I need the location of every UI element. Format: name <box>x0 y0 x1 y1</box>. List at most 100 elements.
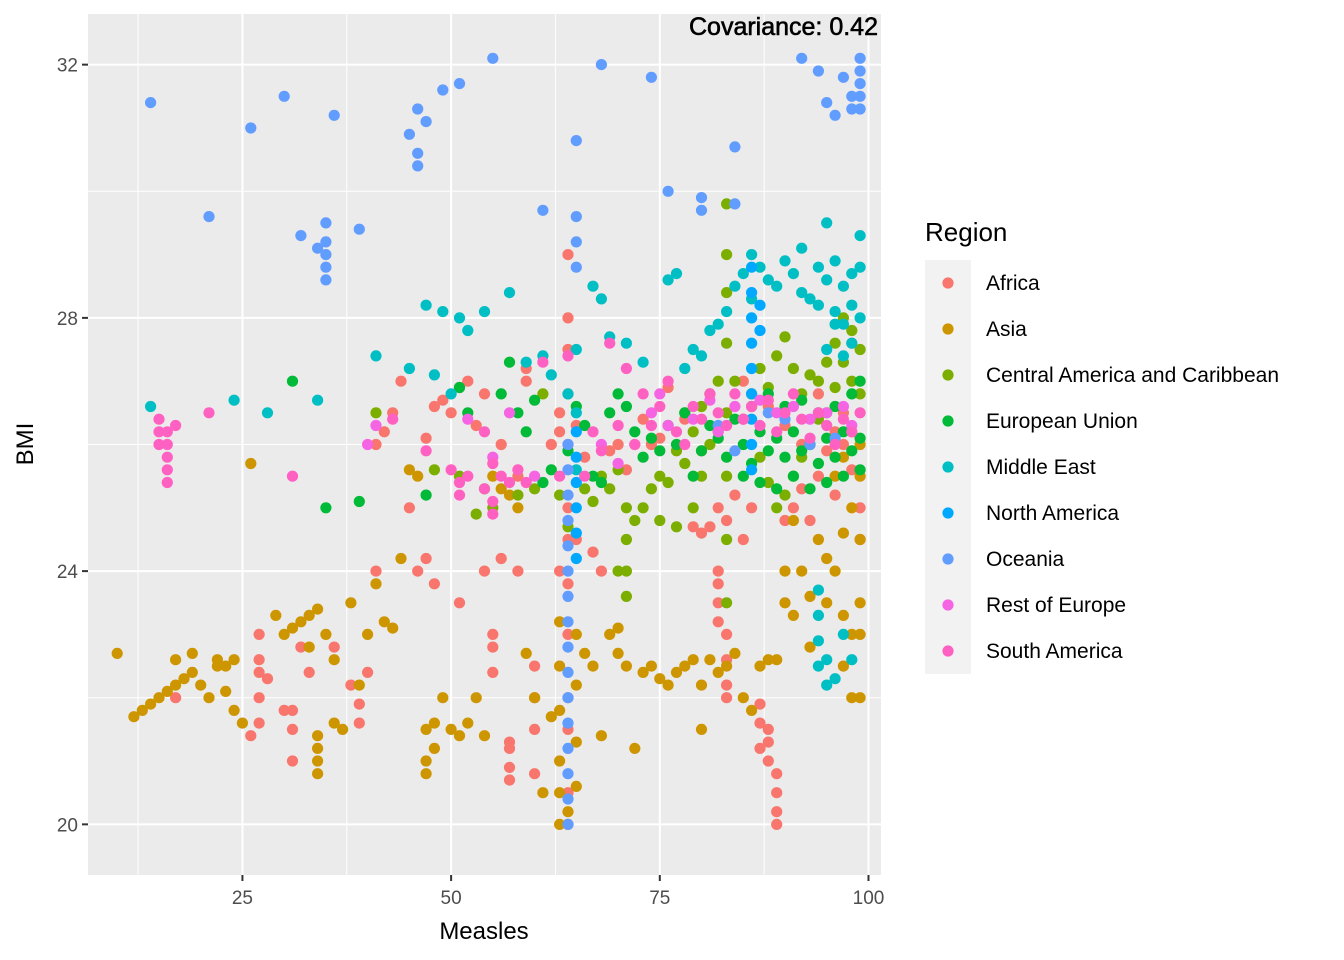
data-point <box>537 356 549 368</box>
data-point <box>821 407 833 419</box>
data-point <box>228 394 240 406</box>
data-point <box>295 230 307 242</box>
data-point <box>453 730 466 742</box>
data-point <box>812 299 825 311</box>
data-point <box>245 122 257 134</box>
data-point <box>837 451 850 463</box>
data-point <box>837 71 850 83</box>
legend-key <box>942 599 954 611</box>
data-point <box>529 692 541 704</box>
data-point <box>721 419 733 432</box>
data-point <box>520 476 532 489</box>
data-point <box>570 552 582 565</box>
data-point <box>562 350 574 362</box>
data-point <box>771 787 783 799</box>
data-point <box>837 609 850 622</box>
data-point <box>804 590 816 603</box>
data-point <box>562 616 574 628</box>
data-point <box>746 388 758 400</box>
data-point <box>687 470 699 482</box>
data-point <box>729 198 741 210</box>
data-point <box>721 660 733 672</box>
data-point <box>161 464 173 476</box>
data-point <box>370 438 382 451</box>
data-point <box>286 723 299 736</box>
data-point <box>604 628 616 641</box>
data-point <box>370 419 382 432</box>
data-point <box>587 660 599 672</box>
data-point <box>261 407 274 419</box>
grid-major <box>88 14 881 875</box>
data-point <box>687 413 699 425</box>
data-point <box>554 470 566 482</box>
data-point <box>220 660 232 672</box>
data-point <box>695 204 708 216</box>
data-point <box>854 407 866 419</box>
data-point <box>620 565 633 577</box>
data-point <box>629 742 641 755</box>
data-point <box>595 476 608 489</box>
data-point <box>153 426 165 438</box>
data-point <box>796 445 808 457</box>
data-point <box>570 476 582 489</box>
data-point <box>712 578 724 590</box>
data-point <box>787 400 800 413</box>
data-point <box>679 438 691 451</box>
data-point <box>645 419 658 432</box>
data-point <box>545 438 557 451</box>
data-point <box>453 381 466 394</box>
y-tick-label: 28 <box>57 309 78 330</box>
data-point <box>437 306 449 318</box>
data-point <box>320 261 332 273</box>
data-point <box>562 768 574 780</box>
legend-label: Middle East <box>986 456 1096 479</box>
data-point <box>453 78 466 90</box>
data-point <box>420 445 432 457</box>
data-point <box>787 514 800 527</box>
data-point <box>846 324 858 337</box>
data-point <box>253 717 265 729</box>
data-point <box>754 419 766 432</box>
data-point <box>787 388 800 400</box>
data-point <box>587 280 599 292</box>
data-point <box>487 457 499 470</box>
data-point <box>829 489 841 501</box>
data-point <box>645 71 658 83</box>
data-point <box>804 432 816 444</box>
data-point <box>253 666 265 679</box>
data-point <box>537 787 549 799</box>
data-point <box>261 673 274 685</box>
data-point <box>470 508 482 520</box>
data-point <box>846 502 858 514</box>
data-point <box>846 337 858 349</box>
data-point <box>462 413 474 425</box>
data-point <box>253 628 265 641</box>
data-point <box>821 432 833 444</box>
data-point <box>821 552 833 565</box>
y-axis-ticks: 20 24 28 32 <box>57 56 88 836</box>
data-point <box>220 685 232 698</box>
data-point <box>562 793 574 805</box>
data-point <box>453 476 466 489</box>
data-point <box>754 261 766 273</box>
data-point <box>812 470 825 482</box>
data-point <box>579 451 591 463</box>
data-point <box>771 407 783 419</box>
data-point <box>729 489 741 501</box>
data-point <box>762 476 774 489</box>
data-point <box>503 356 516 368</box>
legend-label: Africa <box>986 272 1040 295</box>
data-point <box>779 255 791 267</box>
data-point <box>495 388 507 400</box>
data-point <box>211 654 223 666</box>
data-point <box>370 407 382 419</box>
legend-key <box>942 507 954 519</box>
data-point <box>562 590 574 603</box>
data-point <box>462 375 474 387</box>
data-point <box>395 375 407 387</box>
data-point <box>570 211 582 223</box>
data-point <box>812 388 825 400</box>
data-point <box>829 337 841 349</box>
data-point <box>846 90 858 102</box>
data-point <box>362 438 374 451</box>
